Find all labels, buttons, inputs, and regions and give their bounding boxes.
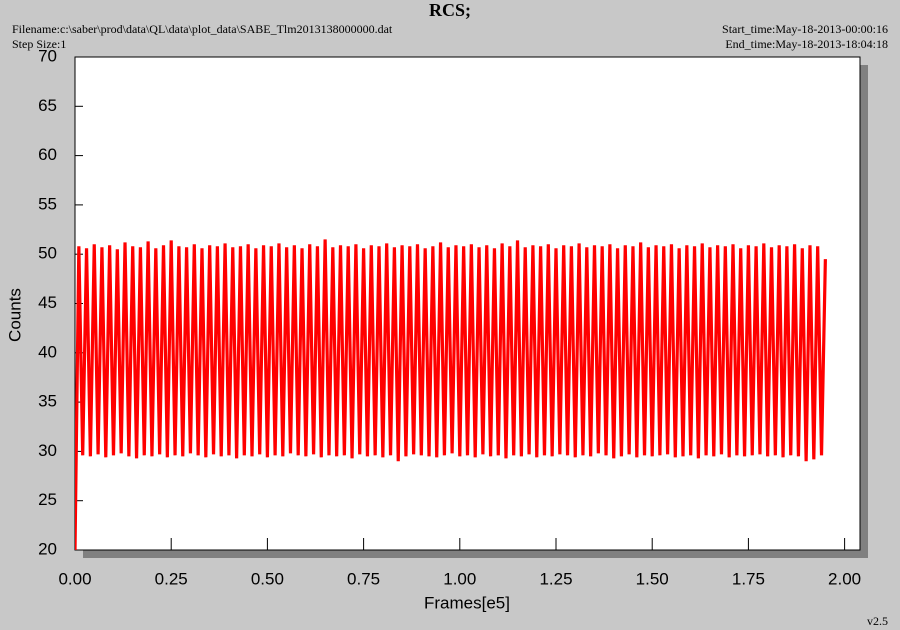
- y-tick-label: 20: [38, 539, 57, 558]
- x-tick-label: 0.50: [251, 569, 284, 588]
- plot-layer: [75, 239, 827, 550]
- y-tick-label: 70: [38, 46, 57, 65]
- y-tick-label: 60: [38, 145, 57, 164]
- y-tick-label: 25: [38, 490, 57, 509]
- x-tick-label: 2.00: [828, 569, 861, 588]
- x-tick-label: 0.00: [58, 569, 91, 588]
- y-tick-label: 45: [38, 293, 57, 312]
- x-tick-label: 1.50: [636, 569, 669, 588]
- y-tick-label: 30: [38, 441, 57, 460]
- start-time: Start_time:May-18-2013-00:00:16: [722, 22, 888, 36]
- x-tick-label: 0.75: [347, 569, 380, 588]
- x-tick-label: 0.25: [155, 569, 188, 588]
- data-line: [75, 239, 827, 550]
- end-time: End_time:May-18-2013-18:04:18: [725, 37, 888, 51]
- y-tick-label: 35: [38, 392, 57, 411]
- x-tick-label: 1.75: [732, 569, 765, 588]
- x-tick-label: 1.25: [539, 569, 572, 588]
- chart-title: RCS;: [429, 0, 471, 20]
- x-tick-label: 1.00: [443, 569, 476, 588]
- y-axis-label: Counts: [5, 288, 24, 342]
- y-tick-label: 65: [38, 96, 57, 115]
- y-tick-label: 55: [38, 194, 57, 213]
- step-size: Step Size:1: [12, 37, 66, 51]
- y-tick-label: 50: [38, 244, 57, 263]
- version: v2.5: [867, 614, 888, 628]
- x-axis-label: Frames[e5]: [424, 593, 510, 612]
- filename: Filename:c:\saber\prod\data\QL\data\plot…: [12, 22, 393, 36]
- plot-area: [74, 56, 861, 551]
- y-tick-label: 40: [38, 342, 57, 361]
